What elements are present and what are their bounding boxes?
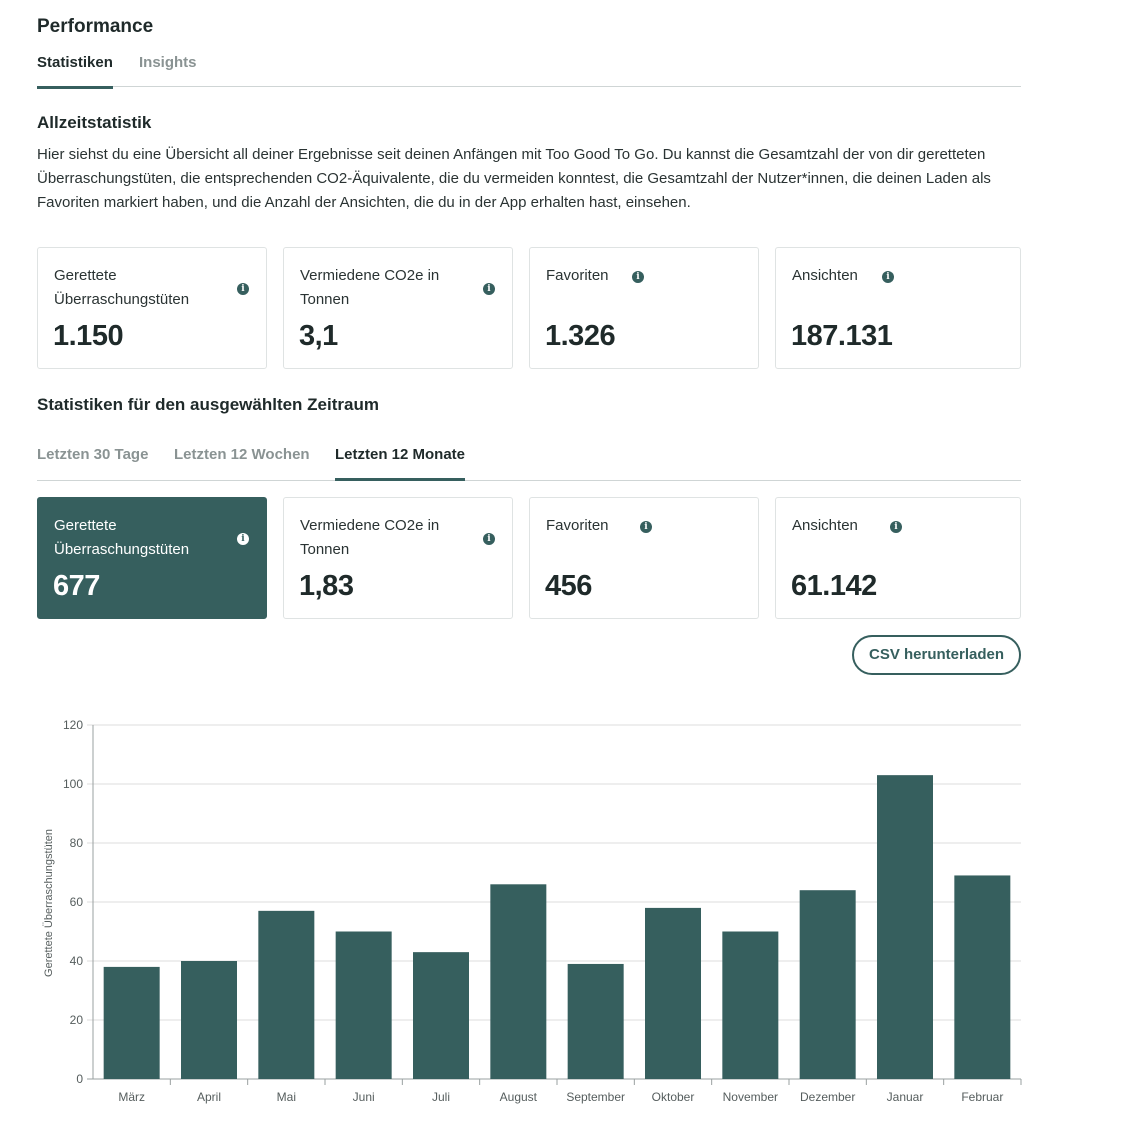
bar[interactable]	[645, 907, 701, 1079]
card-label: Vermiedene CO2e in Tonnen	[300, 517, 440, 558]
tab-last-30-days[interactable]: Letzten 30 Tage	[37, 446, 149, 463]
bar[interactable]	[258, 910, 315, 1079]
y-tick-label: 0	[76, 1072, 83, 1086]
bar[interactable]	[722, 931, 779, 1080]
x-tick-label: August	[500, 1090, 538, 1104]
info-icon[interactable]: i	[882, 271, 894, 283]
y-tick-label: 20	[70, 1013, 84, 1027]
tab-last-12-weeks[interactable]: Letzten 12 Wochen	[174, 446, 310, 463]
y-tick-label: 80	[70, 836, 84, 850]
bar[interactable]	[567, 963, 624, 1079]
y-tick-label: 100	[63, 777, 83, 791]
x-tick-label: Juli	[432, 1090, 450, 1104]
alltime-card-co2: Vermiedene CO2e in Tonnen i 3,1	[283, 247, 513, 369]
bar[interactable]	[181, 961, 237, 1079]
bar[interactable]	[877, 775, 933, 1079]
y-tick-label: 40	[70, 954, 84, 968]
info-icon[interactable]: i	[640, 521, 652, 533]
alltime-title: Allzeitstatistik	[37, 113, 152, 132]
period-tabs: Letzten 30 Tage Letzten 12 Wochen Letzte…	[37, 446, 1021, 481]
tab-statistiken[interactable]: Statistiken	[37, 54, 113, 89]
info-icon[interactable]: i	[237, 283, 249, 295]
x-tick-label: Oktober	[652, 1090, 695, 1104]
bar[interactable]	[335, 931, 392, 1080]
card-value: 677	[53, 570, 100, 602]
bar[interactable]	[103, 966, 160, 1079]
x-tick-label: November	[723, 1090, 778, 1104]
card-value: 3,1	[299, 320, 338, 352]
x-tick-label: April	[197, 1090, 221, 1104]
bar-chart: 0 20 40 60 80 100 120 März April Mai Juni Juli Augus…	[43, 718, 1022, 1104]
period-title: Statistiken für den ausgewählten Zeitrau…	[37, 395, 379, 414]
info-icon[interactable]: i	[483, 283, 495, 295]
y-tick-label: 120	[63, 718, 83, 732]
card-label: Ansichten	[792, 267, 858, 284]
period-card-views[interactable]: Ansichten i 61.142	[775, 497, 1021, 619]
x-tick-label: Januar	[887, 1090, 924, 1104]
tab-last-12-months[interactable]: Letzten 12 Monate	[335, 446, 466, 481]
x-tick-label: Februar	[961, 1090, 1003, 1104]
card-value: 1,83	[299, 570, 354, 602]
alltime-card-views: Ansichten i 187.131	[775, 247, 1021, 369]
x-tick-label: Juni	[353, 1090, 375, 1104]
card-value: 1.326	[545, 320, 616, 352]
y-axis-title: Gerettete Überraschungstüten	[43, 829, 55, 977]
bar[interactable]	[490, 884, 547, 1079]
card-value: 61.142	[791, 570, 877, 602]
card-label: Favoriten	[546, 517, 609, 534]
card-label: Favoriten	[546, 267, 609, 284]
y-tick-label: 60	[70, 895, 84, 909]
info-icon[interactable]: i	[632, 271, 644, 283]
x-tick-label: September	[566, 1090, 625, 1104]
card-label: Gerettete Überraschungstüten	[54, 517, 190, 558]
card-value: 187.131	[791, 320, 893, 352]
bar[interactable]	[799, 890, 856, 1079]
alltime-description: Hier siehst du eine Übersicht all deiner…	[37, 146, 991, 211]
period-card-bags[interactable]: Gerettete Überraschungstüten i 677	[37, 497, 267, 619]
csv-download-button[interactable]: CSV herunterladen	[852, 635, 1021, 675]
x-tick-label: März	[118, 1090, 145, 1104]
period-card-co2[interactable]: Vermiedene CO2e in Tonnen i 1,83	[283, 497, 513, 619]
alltime-card-favorites: Favoriten i 1.326	[529, 247, 759, 369]
tab-insights[interactable]: Insights	[139, 54, 197, 71]
card-value: 456	[545, 570, 592, 602]
info-icon[interactable]: i	[483, 533, 495, 545]
x-tick-label: Dezember	[800, 1090, 855, 1104]
card-value: 1.150	[53, 320, 124, 352]
bar[interactable]	[954, 875, 1011, 1079]
info-icon[interactable]: i	[237, 533, 249, 545]
page-title: Performance	[37, 16, 154, 37]
period-card-favorites[interactable]: Favoriten i 456	[529, 497, 759, 619]
card-label: Vermiedene CO2e in Tonnen	[300, 267, 440, 308]
x-tick-label: Mai	[277, 1090, 296, 1104]
main-tabs: Statistiken Insights	[37, 54, 1021, 89]
card-label: Gerettete Überraschungstüten	[54, 267, 190, 308]
alltime-card-bags: Gerettete Überraschungstüten i 1.150	[37, 247, 267, 369]
info-icon[interactable]: i	[890, 521, 902, 533]
card-label: Ansichten	[792, 517, 858, 534]
bar[interactable]	[413, 952, 469, 1079]
